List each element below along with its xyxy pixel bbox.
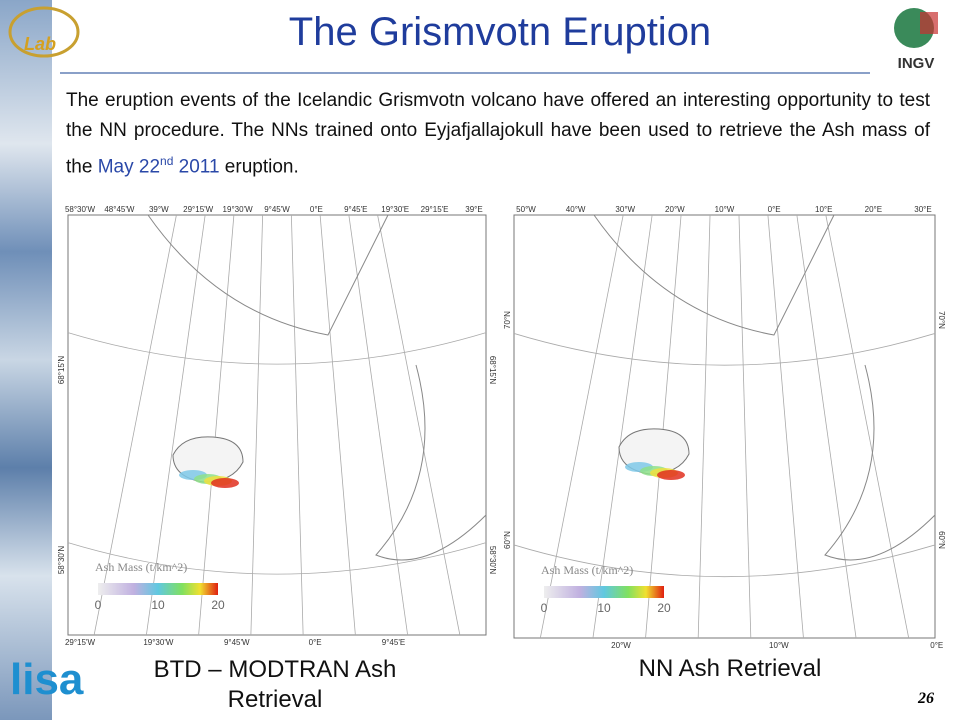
- map-tick-label: 48°45'W: [104, 205, 135, 214]
- map-frame: [513, 214, 936, 639]
- meridian: [825, 214, 910, 639]
- meridian: [93, 214, 177, 636]
- meridian: [767, 214, 804, 639]
- map-tick-label: 19°30'E: [381, 205, 409, 214]
- eo-lab-logo: Lab: [8, 6, 80, 58]
- map-tick-label: 29°15'E: [421, 205, 449, 214]
- parallel: [513, 333, 936, 366]
- title-rule: [60, 72, 870, 74]
- map-tick-label: 0°E: [310, 205, 323, 214]
- satellite-strip: [0, 0, 52, 720]
- logo-text: Lab: [24, 34, 56, 54]
- meridian: [697, 214, 711, 639]
- text: The eruption events of the Icelandic Gri…: [66, 90, 930, 178]
- meridian: [539, 214, 624, 639]
- year: 2011: [178, 156, 220, 178]
- map-tick-label: 39°E: [465, 205, 482, 214]
- date: May 22: [97, 156, 161, 178]
- map-tick-label: 58°30'N: [57, 546, 66, 575]
- map-tick-label: 0°E: [309, 638, 322, 647]
- map-tick-label: 10°W: [769, 641, 789, 650]
- page-number: 26: [918, 690, 934, 707]
- map-tick-label: 10°W: [715, 205, 735, 214]
- text: eruption.: [224, 156, 299, 178]
- map-tick-label: 58°30'N: [488, 546, 497, 575]
- map-tick-label: 50°W: [516, 205, 536, 214]
- meridian: [319, 214, 356, 636]
- meridian: [645, 214, 682, 639]
- colorbar-label: 10: [151, 598, 165, 612]
- maps: 58°30'W 48°45'W 39°W 29°15'W 19°30'W 9°45'W 0°…: [57, 205, 946, 650]
- caption: BTD – MODTRAN Ash Retrieval: [153, 656, 397, 713]
- parallel: [67, 332, 487, 365]
- colorbar-label: 10: [597, 601, 611, 615]
- meridian: [796, 214, 857, 639]
- caption: NN Ash Retrieval: [638, 655, 822, 682]
- map-tick-label: 30°W: [615, 205, 635, 214]
- map-tick-label: 19°30'W: [223, 205, 254, 214]
- norway: [824, 364, 936, 561]
- map-tick-label: 9°45'E: [382, 638, 405, 647]
- map-tick-label: 0°E: [768, 205, 781, 214]
- map-tick-label: 30°E: [914, 205, 931, 214]
- map-tick-label: 29°15'W: [65, 638, 96, 647]
- map-tick-label: 70°N: [503, 311, 512, 329]
- map-frame: [67, 214, 487, 636]
- ash-plume: [657, 470, 685, 480]
- map-tick-label: 29°15'W: [183, 205, 214, 214]
- map-tick-label: 0°E: [930, 641, 943, 650]
- map-tick-label: 20°E: [865, 205, 882, 214]
- meridian: [738, 214, 752, 639]
- date-sup: nd: [160, 154, 174, 168]
- ingv-logo: INGV: [894, 8, 938, 72]
- meridian: [198, 214, 235, 636]
- meridian: [592, 214, 653, 639]
- meridian: [145, 214, 206, 636]
- greenland: [593, 214, 835, 336]
- ash-plume: [211, 478, 239, 488]
- parallel: [513, 544, 936, 577]
- legend-title: Ash Mass (t/km^2): [95, 560, 187, 574]
- colorbar-label: 0: [95, 598, 102, 612]
- norway: [375, 364, 487, 561]
- lisa-logo: lisa: [10, 655, 84, 704]
- map-tick-label: 40°W: [566, 205, 586, 214]
- map-tick-label: 19°30'W: [143, 638, 174, 647]
- title: The Grismvotn Eruption: [288, 10, 712, 54]
- map-tick-label: 9°45'E: [344, 205, 367, 214]
- logo-text: INGV: [898, 55, 935, 72]
- paragraph: The eruption events of the Icelandic Gri…: [66, 86, 930, 182]
- colorbar-label: 20: [211, 598, 225, 612]
- map-tick-label: 20°W: [611, 641, 631, 650]
- meridian: [377, 214, 461, 636]
- colorbar: [98, 583, 218, 595]
- map-tick-label: 10°E: [815, 205, 832, 214]
- meridian: [250, 214, 264, 636]
- map-tick-label: 39°W: [149, 205, 169, 214]
- map-tick-label: 60°N: [937, 531, 946, 549]
- map-tick-label: 68°15'N: [57, 356, 66, 385]
- legend-title: Ash Mass (t/km^2): [541, 563, 633, 577]
- meridian: [290, 214, 304, 636]
- map-tick-label: 9°45'W: [224, 638, 250, 647]
- colorbar-label: 0: [541, 601, 548, 615]
- map-tick-label: 20°W: [665, 205, 685, 214]
- colorbar: [544, 586, 664, 598]
- map-tick-label: 58°30'W: [65, 205, 96, 214]
- colorbar-label: 20: [657, 601, 671, 615]
- map-tick-label: 68°15'N: [488, 356, 497, 385]
- parallel: [67, 542, 487, 575]
- map-tick-label: 9°45'W: [264, 205, 290, 214]
- map-tick-label: 70°N: [937, 311, 946, 329]
- map-tick-label: 60°N: [503, 531, 512, 549]
- greenland: [147, 214, 389, 336]
- meridian: [348, 214, 409, 636]
